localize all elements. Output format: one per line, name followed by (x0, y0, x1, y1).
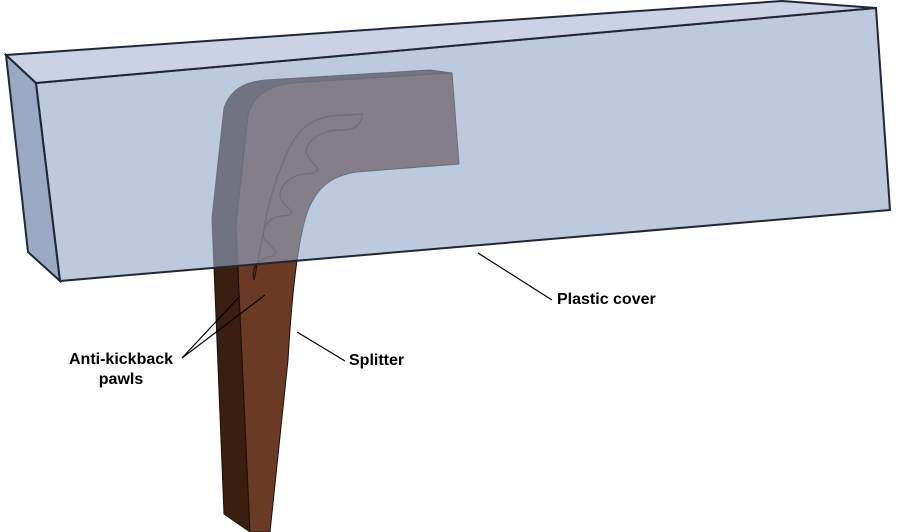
label-anti-kickback-pawls: Anti-kickback pawls (69, 350, 173, 390)
label-plastic-cover: Plastic cover (557, 290, 656, 310)
scene-svg (0, 0, 920, 532)
diagram-stage: Plastic cover Splitter Anti-kickback paw… (0, 0, 920, 532)
leader-plastic-cover (478, 253, 552, 300)
label-splitter: Splitter (349, 351, 404, 371)
leader-splitter (297, 332, 345, 361)
